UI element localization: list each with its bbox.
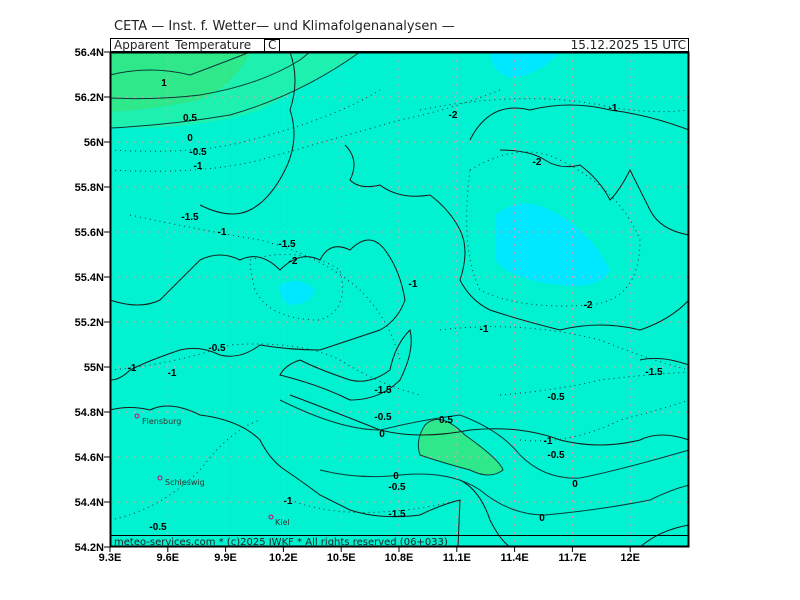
contour-label: -1 [544,436,553,447]
contour-label: -1.5 [181,212,199,223]
lon-label: 11.4E [501,552,529,564]
lat-label: 54.6N [75,452,104,464]
contour-label: -1.5 [645,367,663,378]
contour-label: -2 [584,300,593,311]
places: Flensburg Schleswig Kiel [134,413,290,527]
contour-label: -2 [533,157,542,168]
transition-area-nw [110,52,360,129]
map-background [110,52,689,547]
warm-area-nw [110,52,250,112]
contour-label: -1 [194,161,203,172]
contour-label: 0 [572,479,578,490]
contour-label: -0.5 [149,522,167,533]
lon-label: 9.9E [214,552,237,564]
lat-label: 54.2N [75,542,104,554]
contour-label: -0.5 [189,147,207,158]
contour-label: -1 [284,496,293,507]
contour-label: -2 [449,110,458,121]
lat-label: 54.4N [75,497,104,509]
flensburg-marker [134,413,140,419]
contour-label: -0.5 [547,392,565,403]
contour-label: -0.5 [388,482,406,493]
contour-label: -0.5 [547,450,565,461]
dashed-contours [109,89,690,521]
schleswig-marker [157,475,163,481]
lon-label: 11.7E [558,552,586,564]
solid-contours [109,51,690,516]
contour-label: -1 [128,363,137,374]
contour-label: -0.5 [208,343,226,354]
institute-title: CETA — Inst. f. Wetter— und Klimafolgena… [114,19,455,34]
lon-label: 9.6E [156,552,179,564]
contour-label: -1.5 [374,385,392,396]
contour-label: -1 [609,103,618,114]
contour-label: 0.5 [439,415,453,426]
contour-label: -0.5 [374,412,392,423]
unit: C [268,38,276,52]
contour-label: -1 [409,279,418,290]
contour-label: -1 [480,324,489,335]
contour-label: 0 [393,471,399,482]
lon-label: 9.3E [99,552,122,564]
contour-label: -1 [168,368,177,379]
lon-label: 10.8E [385,552,414,564]
place-flensburg: Flensburg [142,417,181,426]
lat-label: 56N [84,137,104,149]
parameter-name: Apparent_Temperature_ [114,38,258,52]
place-kiel: Kiel [275,518,290,527]
contour-label: 0.5 [183,113,197,124]
contour-label: -1.5 [388,509,406,520]
kiel-marker [268,514,274,520]
contour-label: 1 [161,78,167,89]
axis-ticks: 56.4N 56.2N 56N 55.8N 55.6N 55.4N 55.2N 55N 54.8… [75,47,640,564]
contour-label: -1.5 [278,239,296,250]
lon-label: 11.1E [443,552,471,564]
lat-label: 55.6N [75,227,104,239]
lat-label: 55.2N [75,317,104,329]
contour-label: 0 [187,133,193,144]
contour-label: -1 [218,227,227,238]
place-schleswig: Schleswig [165,478,205,487]
lat-label: 56.2N [75,92,104,104]
cold-area-east [495,203,610,286]
lat-label: 54.8N [75,407,104,419]
contour-label: 0 [539,513,545,524]
lon-label: 10.5E [327,552,356,564]
contour-label: 0 [379,429,385,440]
coastlines [109,51,690,548]
contour-labels: 10.50-0.5-1-1.5-1-1.5-2-2-1-2-1-2-1-0.5-… [128,78,664,533]
lat-label: 55N [84,362,104,374]
credit-text: meteo-services.com * (c)2025 IWKF * All … [114,537,448,548]
contour-label: -2 [289,256,298,267]
lon-label: 10.2E [269,552,298,564]
lat-label: 56.4N [75,47,104,59]
lat-label: 55.8N [75,182,104,194]
map-frame [109,51,690,548]
cold-area-north [490,52,560,78]
lon-label: 12E [620,552,640,564]
valid-time: 15.12.2025 15 UTC [571,38,686,52]
cold-area-center [279,281,315,305]
lat-label: 55.4N [75,272,104,284]
